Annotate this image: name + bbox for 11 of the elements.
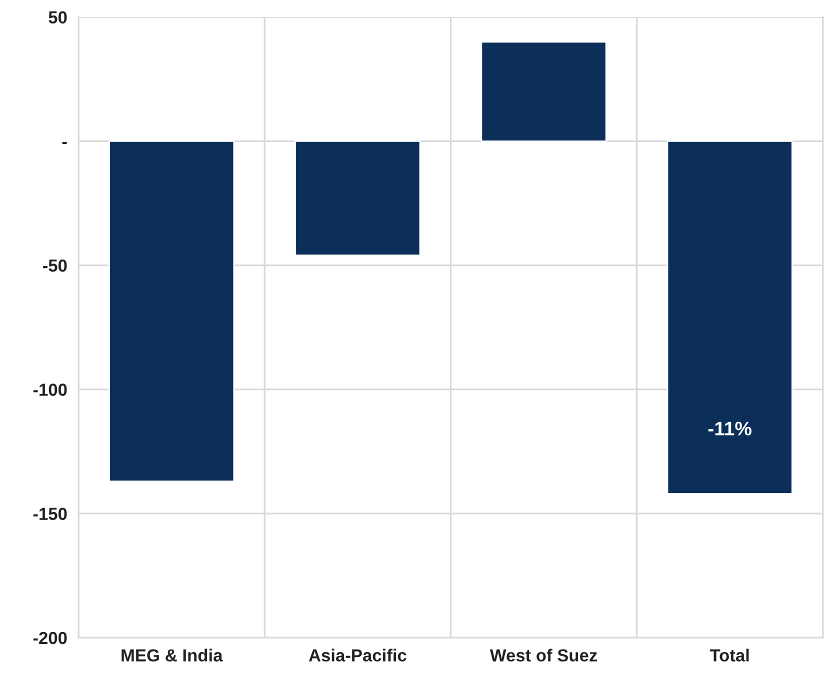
y-tick-label: -100 [33, 384, 67, 396]
x-tick-label: Asia-Pacific [308, 648, 406, 662]
y-tick-label: -150 [33, 508, 67, 520]
y-tick-label: - [62, 142, 67, 144]
x-tick-label: MEG & India [122, 648, 223, 662]
annotation: -11% [708, 422, 752, 436]
y-tick-label: -50 [43, 259, 67, 272]
x-tick-label: West of Suez [490, 648, 597, 662]
x-tick-label: Total [710, 648, 749, 662]
y-tick-label: -200 [33, 632, 67, 644]
y-tick-label: 50 [48, 11, 67, 24]
